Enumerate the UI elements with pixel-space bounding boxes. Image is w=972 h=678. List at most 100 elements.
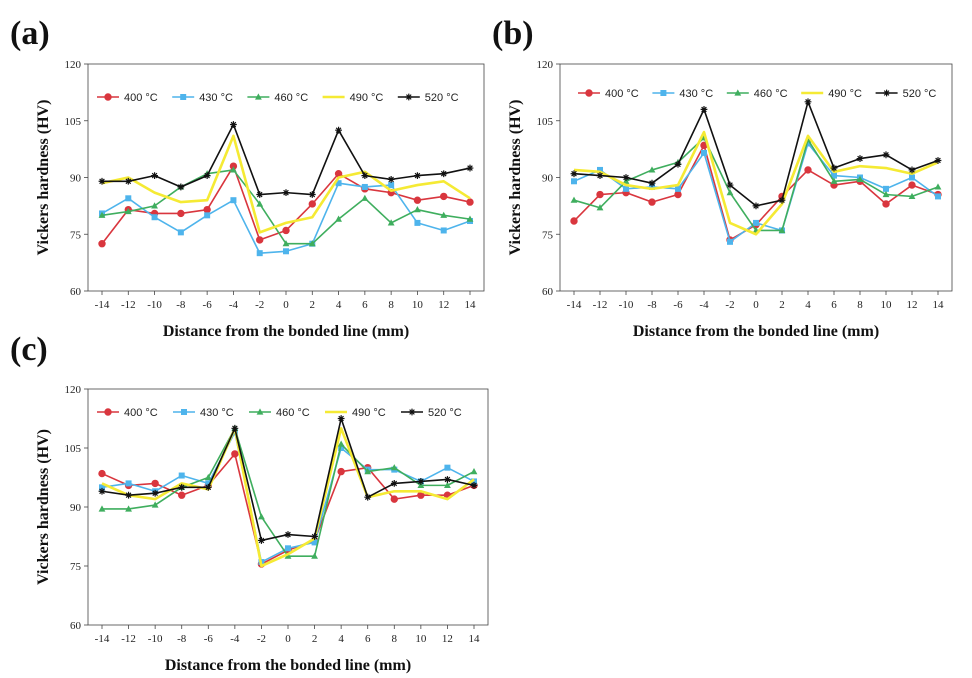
data-point (778, 196, 786, 204)
data-series (98, 424, 478, 559)
legend-label: 400 °C (124, 92, 158, 104)
data-point (98, 177, 106, 185)
data-point (337, 415, 345, 422)
data-point (596, 172, 604, 180)
x-tick-label: 14 (469, 633, 481, 645)
chart-panel: (b) 60 75 90 105 120 -14 -12 -10 -8 -6 -4 -2 0 2 4 6 8 10 1… (492, 15, 953, 340)
data-point (364, 493, 372, 501)
data-point (882, 200, 890, 208)
x-tick-label: 12 (442, 633, 453, 645)
y-tick-label: 90 (70, 502, 82, 514)
x-tick-label: 12 (438, 299, 449, 311)
data-point (805, 140, 811, 147)
data-point (308, 191, 316, 198)
data-point (648, 198, 656, 206)
data-point (203, 172, 211, 180)
data-point (361, 194, 369, 201)
data-series (98, 162, 474, 248)
y-tick-label: 90 (70, 173, 82, 185)
data-point (99, 484, 105, 491)
panel-label: (b) (492, 15, 534, 52)
data-point (282, 189, 290, 197)
legend-label: 460 °C (276, 407, 310, 419)
data-point (284, 552, 292, 559)
data-point (726, 189, 734, 196)
data-point (177, 209, 185, 218)
data-point (660, 90, 667, 96)
y-tick-label: 60 (70, 620, 82, 632)
data-point (649, 183, 655, 190)
legend: 400 °C 430 °C 460 °C 490 °C 520 °C (97, 92, 459, 104)
data-point (283, 248, 289, 255)
y-tick-label: 105 (65, 443, 82, 455)
y-tick-label: 75 (542, 229, 554, 241)
data-point (414, 172, 421, 180)
data-point (181, 409, 187, 415)
x-tick-label: 4 (338, 633, 344, 645)
series-line (573, 136, 939, 232)
data-point (364, 468, 372, 475)
data-point (883, 89, 890, 97)
x-tick-label: 8 (857, 299, 863, 311)
data-point (753, 219, 759, 226)
data-point (125, 195, 132, 202)
x-tick-label: 10 (881, 299, 893, 311)
legend-label: 520 °C (428, 407, 462, 419)
x-tick-label: -14 (95, 299, 110, 311)
legend-label: 430 °C (199, 92, 233, 104)
x-tick-label: 14 (933, 299, 945, 311)
data-point (311, 533, 318, 540)
data-point (726, 181, 734, 189)
data-point (361, 172, 369, 180)
x-axis-title: Distance from the bonded line (mm) (165, 657, 411, 674)
data-point (337, 467, 345, 476)
data-point (440, 170, 448, 178)
data-point (466, 198, 474, 206)
data-point (104, 93, 112, 101)
data-point (258, 537, 265, 544)
data-point (151, 172, 158, 180)
y-tick-label: 75 (70, 561, 82, 573)
x-tick-label: -8 (647, 299, 657, 311)
series-line (101, 427, 475, 568)
x-tick-label: -4 (699, 299, 709, 311)
data-point (470, 468, 478, 475)
x-tick-label: -4 (229, 299, 239, 311)
data-point (390, 495, 398, 503)
x-tick-label: -10 (619, 299, 634, 311)
data-point (205, 480, 212, 487)
x-tick-label: -8 (176, 299, 186, 311)
data-point (570, 170, 578, 178)
data-point (177, 229, 184, 236)
data-point (178, 472, 185, 479)
data-point (413, 196, 422, 204)
data-point (466, 215, 474, 222)
legend-label: 400 °C (605, 88, 639, 100)
data-point (256, 250, 263, 257)
data-point (256, 200, 264, 207)
y-tick-label: 120 (537, 59, 554, 71)
data-point (570, 196, 578, 203)
data-point (231, 424, 239, 432)
y-axis-title: Vickers hardness (HV) (35, 429, 52, 585)
data-point (908, 166, 916, 174)
x-tick-label: -2 (725, 299, 734, 311)
data-point (440, 211, 448, 218)
y-tick-label: 90 (542, 173, 554, 185)
chart-panel: (a) 60 75 90 105 120 -14 -12 -10 -8 -6 -4 -2 0 2 4 6 8 10 1… (10, 15, 485, 340)
panel-label: (c) (10, 331, 48, 368)
data-point (908, 181, 916, 189)
x-tick-label: -12 (593, 299, 608, 311)
x-tick-label: 6 (362, 299, 368, 311)
x-tick-label: 0 (283, 299, 289, 311)
y-axis-title: Vickers hardness (HV) (507, 100, 524, 256)
data-series (571, 140, 941, 245)
legend-label: 520 °C (425, 92, 459, 104)
data-point (230, 197, 237, 204)
data-point (204, 473, 212, 481)
data-point (178, 491, 186, 499)
data-point (856, 155, 864, 162)
data-point (282, 226, 290, 235)
y-tick-label: 60 (542, 286, 554, 298)
data-point (98, 240, 106, 248)
